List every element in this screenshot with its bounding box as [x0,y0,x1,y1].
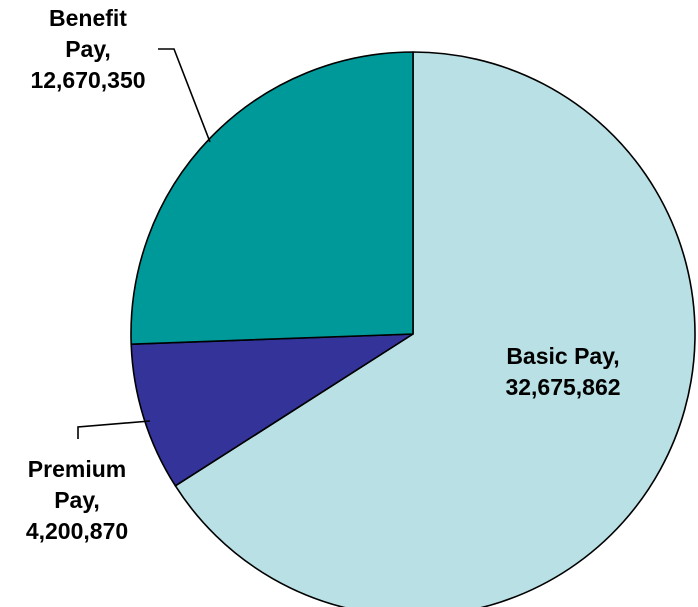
data-label-premium-pay: Premium Pay, 4,200,870 [26,456,128,544]
data-labels: Basic Pay, 32,675,862 Premium Pay, 4,200,870… [26,5,621,544]
pie-slices [130,51,696,607]
data-label-benefit-pay: Benefit Pay, 12,670,350 [30,5,145,93]
data-label-basic-pay: Basic Pay, 32,675,862 [505,343,620,400]
pie-slice-benefit-pay [130,51,414,345]
leader-line-benefit-pay [158,48,211,143]
pie-slice-premium-pay [130,333,414,487]
leader-line-premium-pay [77,420,151,439]
pie-slice-basic-pay [174,51,696,607]
leader-lines [77,48,211,439]
